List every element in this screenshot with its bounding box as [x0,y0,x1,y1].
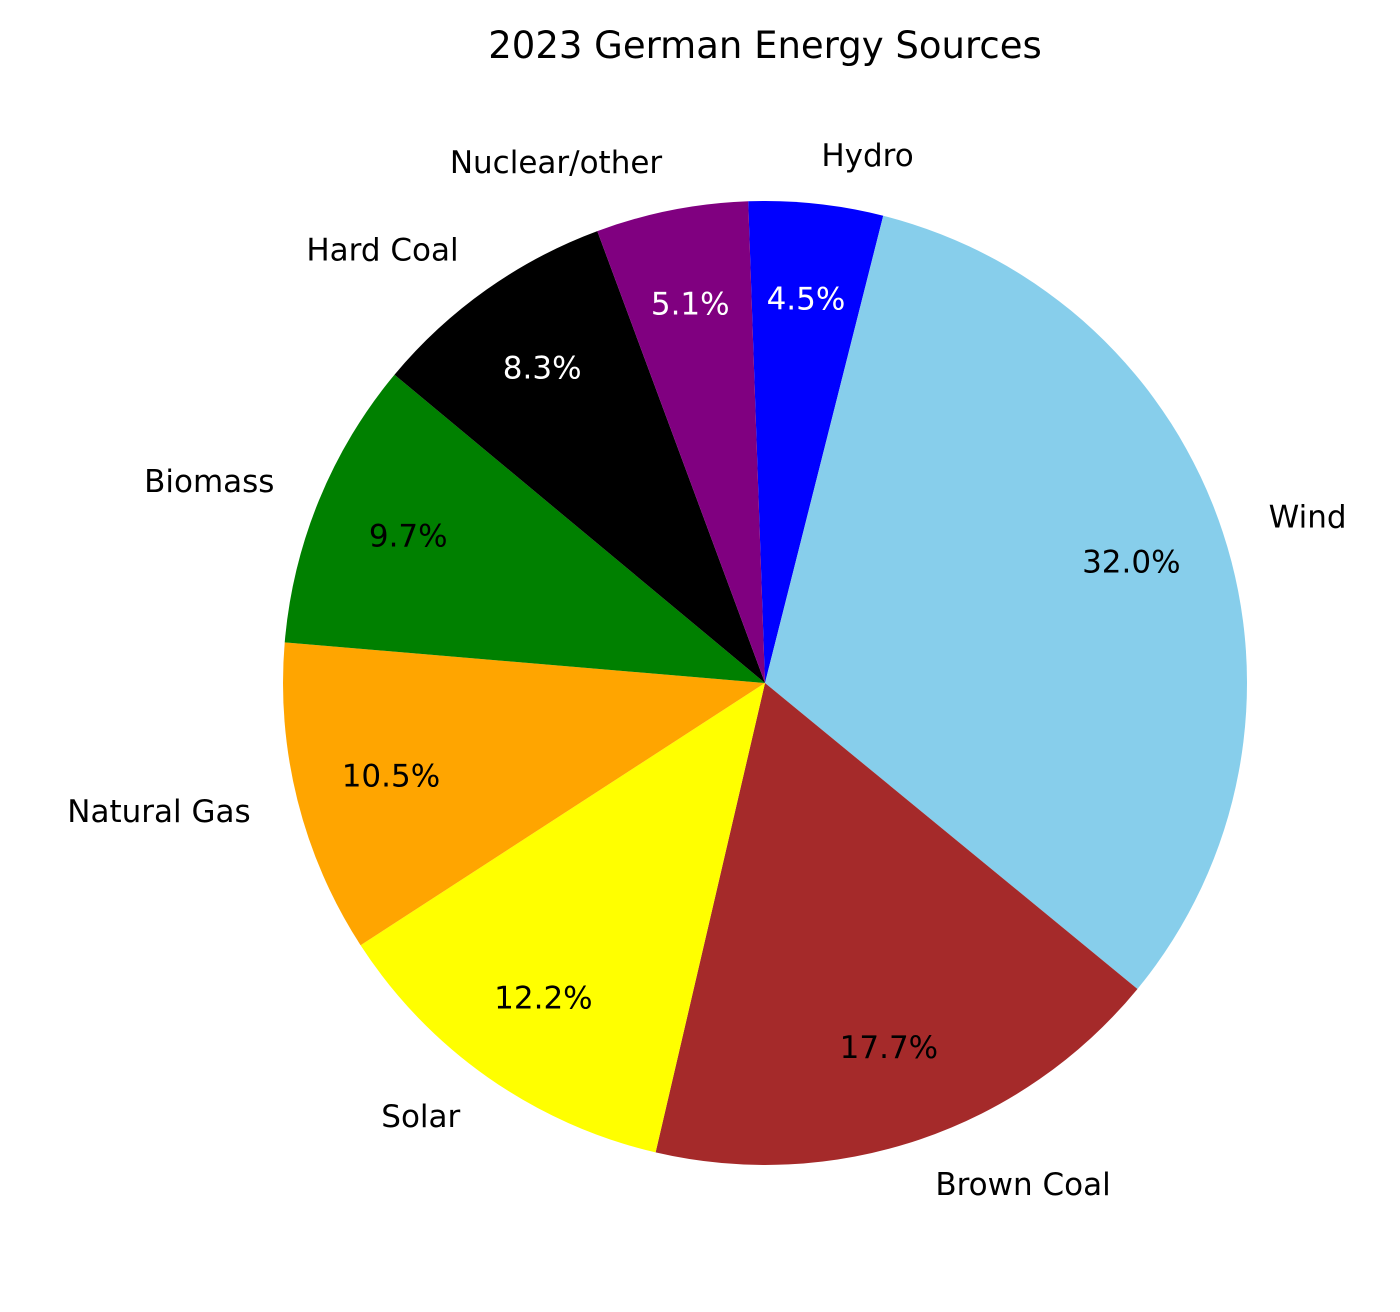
pie-slice-nuclear-other [597,201,765,683]
pie-slice-hard-coal [394,231,765,683]
slice-label-natural-gas: Natural Gas [67,794,250,830]
pie-slice-hydro [748,201,884,683]
slice-percent-natural-gas: 10.5% [342,759,440,795]
chart-title: 2023 German Energy Sources [488,24,1042,67]
pie-slice-wind [765,215,1248,989]
slice-percent-hard-coal: 8.3% [503,350,582,386]
slice-label-wind: Wind [1269,499,1347,535]
pie-slice-biomass [284,374,765,683]
slice-percent-hydro: 4.5% [767,282,846,318]
slice-label-biomass: Biomass [144,464,274,500]
pie-slices [283,201,1248,1165]
slice-label-nuclear-other: Nuclear/other [450,145,663,181]
pie-slice-solar [360,683,765,1153]
pie-slice-natural-gas [283,642,765,946]
slice-label-hydro: Hydro [821,138,913,174]
slice-percent-biomass: 9.7% [369,519,448,555]
slice-label-solar: Solar [381,1099,460,1135]
slice-percent-solar: 12.2% [494,981,592,1017]
slice-percent-brown-coal: 17.7% [840,1030,938,1066]
slice-percent-wind: 32.0% [1082,545,1180,581]
pie-slice-brown-coal [655,683,1138,1165]
slice-label-hard-coal: Hard Coal [306,232,458,268]
pie-labels: Hydro 4.5% Wind 32.0% Brown Coal 17.7% Solar 12… [67,138,1346,1203]
slice-percent-nuclear-other: 5.1% [651,287,730,323]
slice-label-brown-coal: Brown Coal [935,1167,1110,1203]
